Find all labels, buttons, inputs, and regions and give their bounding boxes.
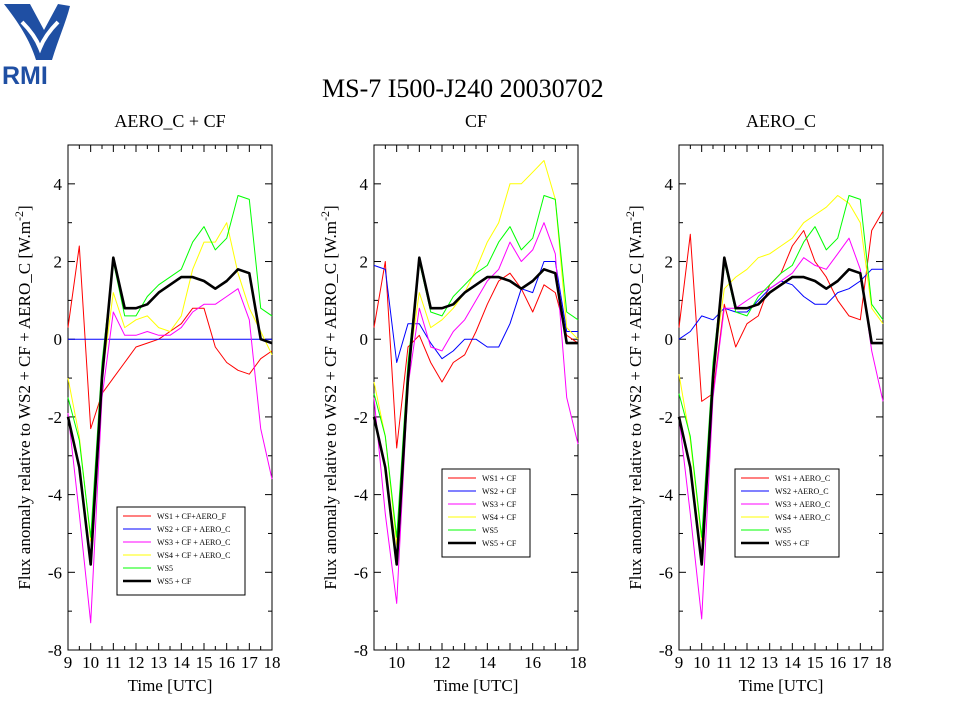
chart-panel-aero-c-cf: AERO_C + CF -8 -6 -4 -2 0 2 4 9 10 11 12 13 14 15 16 17 1… (12, 111, 281, 695)
series-line-5 (66, 256, 273, 566)
x-axis-label: Time [UTC] (434, 676, 519, 695)
rmi-logo: RMI (0, 0, 80, 92)
y-tick-label: 2 (54, 253, 63, 272)
legend-label: WS5 + CF (482, 539, 517, 548)
y-tick-label: 2 (360, 253, 369, 272)
x-tick-label: 16 (829, 653, 846, 672)
series-line-4 (373, 195, 579, 538)
y-tick-label: 0 (360, 330, 369, 349)
plot-frame (373, 144, 579, 651)
rmi-logo-mark: RMI (2, 4, 70, 90)
legend-label: WS3 + AERO_C (775, 500, 830, 509)
series-line-0 (67, 245, 273, 430)
x-tick-label: 9 (675, 653, 684, 672)
x-tick-label: 12 (739, 653, 756, 672)
chart-title: AERO_C (746, 111, 816, 131)
y-tick-label: 0 (665, 330, 674, 349)
x-tick-label: 13 (761, 653, 778, 672)
x-tick-label: 17 (241, 653, 259, 672)
x-tick-label: 16 (524, 653, 541, 672)
series-line-5 (677, 256, 883, 566)
chart-title: AERO_C + CF (114, 111, 225, 131)
legend-label: WS2 + CF (482, 487, 517, 496)
legend-label: WS5 (482, 526, 498, 535)
y-tick-label: -8 (48, 641, 62, 660)
chart-panel-aero-c: AERO_C -8 -6 -4 -2 0 2 4 9 10 11 12 13 14 15 16 17 18 Time… (623, 111, 892, 695)
legend-label: WS5 + CF (775, 539, 810, 548)
legend-label: WS1 + CF (482, 474, 517, 483)
y-tick-label: -4 (354, 486, 369, 505)
series-line-1 (678, 268, 883, 340)
y-tick-label: -6 (48, 563, 62, 582)
x-tick-label: 14 (479, 653, 497, 672)
x-tick-label: 10 (82, 653, 99, 672)
series-line-0 (678, 210, 884, 402)
y-tick-label: -6 (659, 563, 673, 582)
x-tick-label: 9 (64, 653, 73, 672)
series-line-1 (373, 261, 578, 363)
y-tick-label: -8 (659, 641, 673, 660)
x-tick-label: 14 (173, 653, 191, 672)
legend-label: WS5 + CF (157, 577, 192, 586)
x-tick-label: 12 (434, 653, 451, 672)
x-tick-label: 18 (570, 653, 587, 672)
x-tick-label: 18 (264, 653, 281, 672)
x-tick-label: 15 (807, 653, 824, 672)
y-tick-label: -4 (659, 486, 674, 505)
legend-label: WS4 + CF (482, 513, 517, 522)
series-line-5 (372, 256, 578, 566)
y-tick-label: -2 (48, 408, 62, 427)
y-axis-label: Flux anomaly relative to WS2 + CF + AERO… (623, 205, 645, 589)
y-tick-label: 2 (665, 253, 674, 272)
chart-panel-cf: CF -8 -6 -4 -2 0 2 4 10 12 14 16 18 Time [UTC] Flux an… (318, 111, 587, 695)
x-tick-label: 12 (128, 653, 145, 672)
x-tick-label: 16 (218, 653, 235, 672)
x-axis-label: Time [UTC] (739, 676, 824, 695)
y-tick-label: -8 (354, 641, 368, 660)
y-axis-label: Flux anomaly relative to WS2 + CF + AERO… (12, 205, 34, 589)
y-tick-label: -2 (354, 408, 368, 427)
plot-frame (678, 144, 884, 651)
legend-label: WS5 (775, 526, 791, 535)
y-tick-label: 0 (54, 330, 63, 349)
x-tick-label: 11 (716, 653, 732, 672)
x-tick-label: 10 (693, 653, 710, 672)
x-tick-label: 15 (196, 653, 213, 672)
x-axis-label: Time [UTC] (128, 676, 213, 695)
y-axis-label: Flux anomaly relative to WS2 + CF + AERO… (318, 205, 340, 589)
y-tick-label: -6 (354, 563, 368, 582)
logo-text: RMI (2, 62, 48, 90)
legend-label: WS4 + CF + AERO_C (157, 551, 230, 560)
page-title: MS-7 I500-J240 20030702 (322, 74, 604, 103)
y-tick-label: 4 (360, 175, 369, 194)
x-tick-label: 18 (875, 653, 892, 672)
x-tick-label: 10 (388, 653, 405, 672)
legend-label: WS2 +AERO_C (775, 487, 829, 496)
y-tick-label: -2 (659, 408, 673, 427)
series-line-0 (373, 261, 579, 449)
y-tick-label: 4 (665, 175, 674, 194)
legend-label: WS2 + CF + AERO_C (157, 525, 230, 534)
x-tick-label: 11 (105, 653, 121, 672)
legend-label: WS1 + CF+AERO_F (157, 512, 227, 521)
legend-label: WS5 (157, 564, 173, 573)
legend-label: WS3 + CF (482, 500, 517, 509)
series-line-4 (67, 195, 273, 538)
legend-label: WS4 + AERO_C (775, 513, 830, 522)
x-tick-label: 13 (150, 653, 167, 672)
legend-label: WS1 + AERO_C (775, 474, 830, 483)
x-tick-label: 14 (784, 653, 802, 672)
chart-title: CF (465, 111, 487, 131)
series-line-4 (678, 195, 884, 538)
y-tick-label: 4 (54, 175, 63, 194)
legend-label: WS3 + CF + AERO_C (157, 538, 230, 547)
x-tick-label: 17 (852, 653, 870, 672)
y-tick-label: -4 (48, 486, 63, 505)
